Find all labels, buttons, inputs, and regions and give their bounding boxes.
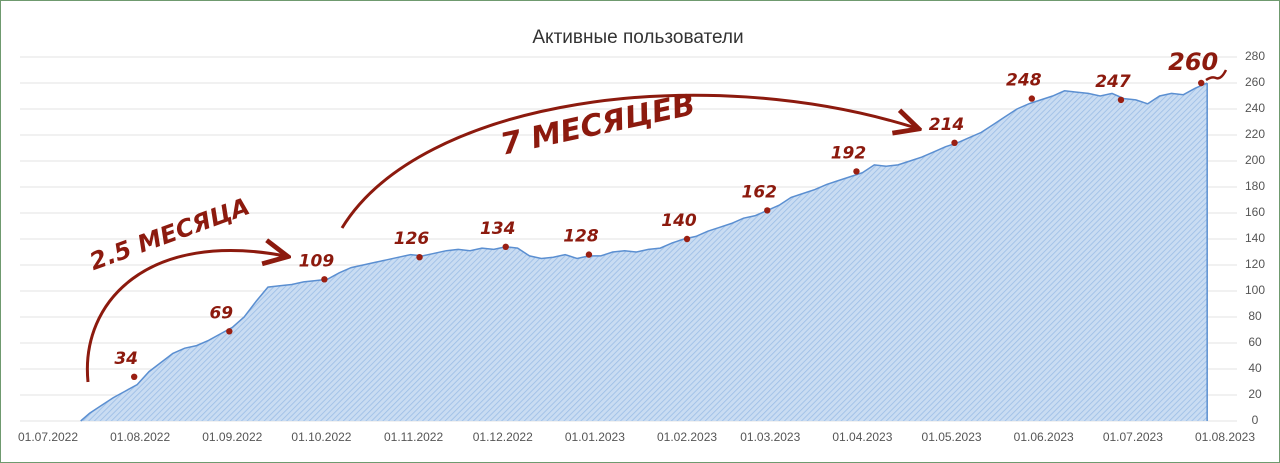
area [80, 83, 1208, 421]
x-tick-label: 01.09.2022 [202, 430, 262, 444]
x-tick-label: 01.10.2022 [291, 430, 351, 444]
y-tick-label: 220 [1245, 127, 1265, 141]
point [502, 243, 509, 250]
point-label: 34 [114, 349, 138, 369]
y-tick-label: 180 [1245, 179, 1265, 193]
y-tick-label: 200 [1245, 153, 1265, 167]
point [853, 168, 860, 175]
point [130, 373, 138, 380]
point [951, 139, 958, 146]
line [80, 82, 1208, 422]
x-tick-label: 01.01.2023 [565, 430, 625, 444]
trend-squiggle [1205, 69, 1228, 82]
arrow [340, 93, 916, 229]
x-tick-label: 01.06.2023 [1014, 430, 1074, 444]
y-tick-label: 20 [1248, 387, 1262, 401]
x-tick-label: 01.05.2023 [922, 430, 982, 444]
y-tick-label: 100 [1245, 283, 1265, 297]
point-label: 140 [661, 211, 697, 231]
point [416, 254, 423, 261]
y-tick-label: 0 [1252, 413, 1259, 427]
point [764, 207, 771, 214]
x-tick-label: 01.07.2023 [1103, 430, 1163, 444]
point-label: 248 [1006, 71, 1042, 91]
x-tick-label: 01.04.2023 [832, 430, 892, 444]
y-tick-label: 280 [1245, 49, 1265, 63]
point [321, 276, 328, 283]
point-label: 128 [563, 227, 599, 247]
point-label: 134 [480, 219, 516, 239]
point [1117, 96, 1125, 104]
point [226, 328, 233, 335]
arrow [85, 250, 285, 383]
chart-title: Активные пользователи [532, 27, 743, 48]
x-tick-label: 01.07.2022 [18, 430, 78, 444]
y-tick-label: 260 [1245, 75, 1265, 89]
x-tick-label: 01.02.2023 [657, 430, 717, 444]
x-tick-label: 01.12.2022 [473, 430, 533, 444]
point-label: 260 [1168, 48, 1218, 76]
point [1028, 95, 1036, 102]
y-tick-label: 240 [1245, 101, 1265, 115]
point-label: 69 [209, 303, 233, 323]
point-label: 162 [742, 182, 778, 202]
y-tick-label: 40 [1248, 361, 1262, 375]
x-tick-label: 01.08.2023 [1195, 430, 1255, 444]
x-tick-label: 01.03.2023 [740, 430, 800, 444]
x-tick-label: 01.08.2022 [110, 430, 170, 444]
y-tick-label: 80 [1248, 309, 1262, 323]
y-tick-label: 160 [1245, 205, 1265, 219]
y-tick-label: 140 [1245, 231, 1265, 245]
x-tick-label: 01.11.2022 [384, 430, 443, 444]
point [683, 235, 691, 243]
point-label: 192 [831, 143, 867, 163]
point-label: 247 [1095, 72, 1131, 92]
y-tick-label: 120 [1245, 257, 1265, 271]
point-label: 214 [929, 115, 965, 135]
y-tick-label: 60 [1248, 335, 1262, 349]
point-label: 126 [394, 229, 430, 249]
point [1198, 79, 1205, 87]
point-label: 109 [299, 251, 335, 271]
point [585, 251, 593, 258]
